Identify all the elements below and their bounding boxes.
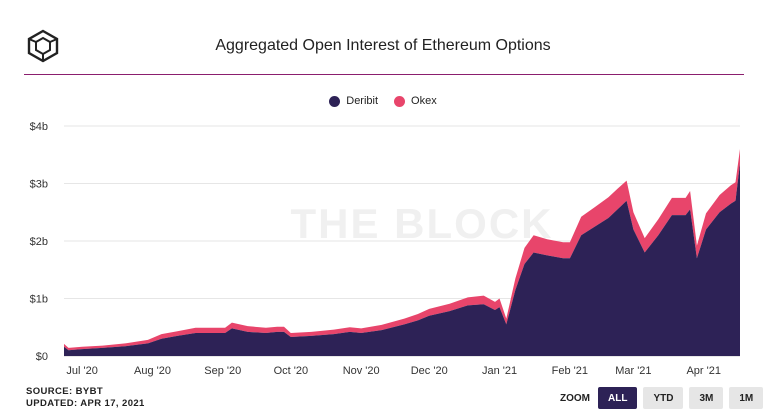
- y-tick-label: $2b: [30, 236, 48, 248]
- source-text: SOURCE: BYBT: [26, 386, 104, 397]
- legend-label-okex: Okex: [411, 95, 437, 107]
- zoom-ytd-button[interactable]: YTD: [643, 387, 684, 409]
- x-tick-label: Aug '20: [134, 365, 171, 377]
- x-tick-label: Jan '21: [482, 365, 517, 377]
- x-tick-label: Feb '21: [552, 365, 588, 377]
- x-tick-label: Sep '20: [204, 365, 241, 377]
- x-tick-label: Dec '20: [411, 365, 448, 377]
- legend-item-deribit[interactable]: Deribit: [329, 95, 378, 107]
- zoom-label: ZOOM: [560, 392, 590, 404]
- y-tick-label: $4b: [30, 121, 48, 133]
- legend-item-okex[interactable]: Okex: [394, 95, 437, 107]
- y-tick-label: $3b: [30, 179, 48, 191]
- watermark: THE BLOCK: [291, 200, 554, 247]
- legend: Deribit Okex: [0, 95, 766, 107]
- legend-swatch-okex: [394, 95, 406, 107]
- footer-meta: SOURCE: BYBT UPDATED: APR 17, 2021: [26, 386, 145, 410]
- legend-label-deribit: Deribit: [346, 95, 379, 107]
- updated-text: UPDATED: APR 17, 2021: [26, 398, 145, 409]
- zoom-3m-button[interactable]: 3M: [689, 387, 724, 409]
- deribit-area: [64, 163, 740, 356]
- zoom-all-button[interactable]: ALL: [598, 387, 638, 409]
- x-tick-label: Jul '20: [66, 365, 97, 377]
- x-tick-label: Apr '21: [686, 365, 721, 377]
- the-block-cube-icon: [27, 29, 59, 63]
- zoom-controls: ZOOM ALL YTD 3M 1M: [560, 387, 764, 409]
- y-tick-label: $1b: [30, 294, 48, 306]
- legend-swatch-deribit: [329, 95, 341, 107]
- zoom-1m-button[interactable]: 1M: [729, 387, 764, 409]
- header-divider: [24, 74, 744, 75]
- x-tick-label: Mar '21: [615, 365, 651, 377]
- y-tick-label: $0: [36, 351, 48, 363]
- chart-title: Aggregated Open Interest of Ethereum Opt…: [215, 37, 551, 54]
- x-tick-label: Oct '20: [274, 365, 309, 377]
- x-tick-label: Nov '20: [343, 365, 380, 377]
